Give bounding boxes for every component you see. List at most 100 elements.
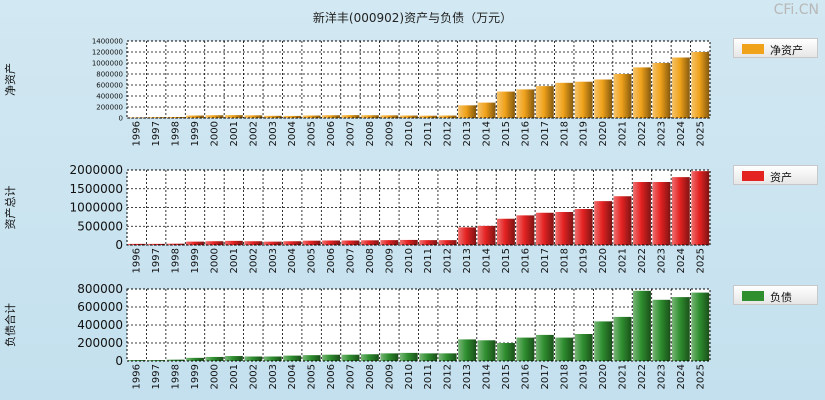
x-tick-label: 2013 <box>462 364 473 389</box>
x-tick-label: 2006 <box>326 364 337 389</box>
bar-assets-2016 <box>516 215 535 245</box>
y-tick-label: 600000 <box>77 300 123 314</box>
x-tick-label: 2003 <box>268 248 279 273</box>
x-tick-label: 2000 <box>209 364 220 389</box>
x-tick-label: 1996 <box>132 248 143 273</box>
bar-net-assets-2005 <box>302 115 321 118</box>
x-tick-label: 2018 <box>559 121 570 146</box>
x-tick-label: 2005 <box>307 364 318 389</box>
bar-liabilities-2009 <box>380 353 399 361</box>
bar-net-assets-2022 <box>633 67 651 118</box>
x-tick-label: 2012 <box>443 248 454 273</box>
y-tick-label: 500000 <box>77 219 123 233</box>
bar-assets-2024 <box>671 177 690 245</box>
y-tick-label: 1200000 <box>92 48 123 56</box>
x-tick-label: 2011 <box>423 248 434 273</box>
x-tick-label: 2005 <box>307 248 318 273</box>
x-tick-label: 2024 <box>676 364 687 389</box>
bar-net-assets-2008 <box>360 115 379 118</box>
bar-liabilities-2010 <box>399 352 418 361</box>
x-tick-label: 2004 <box>287 364 298 389</box>
bar-net-assets-2001 <box>224 115 243 118</box>
x-tick-label: 2002 <box>248 248 259 273</box>
x-tick-label: 2009 <box>384 121 395 146</box>
bar-assets-1996 <box>127 243 146 245</box>
x-tick-label: 2017 <box>540 248 551 273</box>
x-tick-label: 2004 <box>287 121 298 146</box>
x-tick-label: 2003 <box>268 121 279 146</box>
y-tick-label: 1400000 <box>92 37 123 45</box>
bar-net-assets-1999 <box>186 115 204 118</box>
bar-net-assets-2013 <box>458 105 477 118</box>
bar-liabilities-2022 <box>633 290 651 361</box>
x-tick-label: 2014 <box>482 121 493 146</box>
bar-liabilities-2012 <box>438 353 457 361</box>
x-tick-label: 2018 <box>559 364 570 389</box>
bar-net-assets-2003 <box>263 115 282 118</box>
bar-net-assets-2009 <box>380 115 399 118</box>
legend-net-assets: 净资产 <box>733 38 818 58</box>
x-tick-label: 2018 <box>559 248 570 273</box>
legend-label-liabilities: 负债 <box>770 291 792 304</box>
x-tick-label: 1997 <box>151 364 162 389</box>
bar-liabilities-2011 <box>419 353 438 361</box>
x-tick-label: 2001 <box>229 248 240 273</box>
y-axis-label-liabilities: 负债合计 <box>3 303 17 347</box>
legend-swatch-net-assets <box>742 44 764 54</box>
x-tick-label: 2022 <box>637 121 648 146</box>
bar-liabilities-2004 <box>283 355 302 361</box>
bar-liabilities-2025 <box>691 292 710 361</box>
bar-assets-2022 <box>633 182 651 245</box>
y-tick-label: 0 <box>115 238 123 252</box>
x-tick-label: 2024 <box>676 248 687 273</box>
x-tick-label: 1996 <box>132 121 143 146</box>
x-tick-label: 2006 <box>326 248 337 273</box>
bar-assets-2001 <box>224 240 243 245</box>
x-tick-label: 2008 <box>365 364 376 389</box>
chart-panel-net-assets: 0 200000 400000 600000 800000 1000000 1200000 1… <box>3 37 711 146</box>
bar-liabilities-2001 <box>224 356 243 361</box>
bar-assets-2002 <box>244 241 263 245</box>
bar-liabilities-2007 <box>341 354 360 361</box>
bar-net-assets-2010 <box>399 115 418 118</box>
x-tick-label: 1998 <box>171 248 182 273</box>
bar-assets-2007 <box>341 240 360 245</box>
x-tick-label: 2022 <box>637 364 648 389</box>
x-tick-label: 2022 <box>637 248 648 273</box>
y-tick-label: 600000 <box>96 81 123 89</box>
x-tick-label: 2023 <box>656 121 667 146</box>
x-tick-label: 2021 <box>618 121 629 146</box>
y-tick-label: 200000 <box>96 103 123 111</box>
legend-label-net-assets: 净资产 <box>770 44 803 57</box>
x-tick-label: 2000 <box>209 121 220 146</box>
bar-liabilities-2005 <box>302 355 321 361</box>
x-tick-label: 2012 <box>443 121 454 146</box>
bar-assets-2021 <box>613 196 632 245</box>
bar-net-assets-2021 <box>613 74 632 118</box>
bar-liabilities-1998 <box>166 359 185 361</box>
plot-frame <box>126 169 711 246</box>
bar-liabilities-2019 <box>574 334 593 361</box>
x-tick-label: 2021 <box>618 248 629 273</box>
x-tick-label: 2010 <box>404 248 415 273</box>
y-tick-label: 400000 <box>77 318 123 332</box>
x-tick-label: 2025 <box>695 121 706 146</box>
chart-title: 新洋丰(000902)资产与负债（万元） <box>312 11 513 25</box>
legend-label-assets: 资产 <box>770 171 792 184</box>
x-tick-label: 2011 <box>423 364 434 389</box>
y-tick-label: 1000000 <box>70 201 123 215</box>
x-tick-label: 2007 <box>345 364 356 389</box>
bar-net-assets-2020 <box>594 79 613 118</box>
bar-assets-2003 <box>263 241 282 245</box>
bar-assets-2019 <box>574 209 593 245</box>
x-tick-label: 2008 <box>365 248 376 273</box>
x-tick-label: 2015 <box>501 121 512 146</box>
x-tick-label: 2001 <box>229 121 240 146</box>
x-tick-label: 2007 <box>345 248 356 273</box>
y-tick-label: 800000 <box>77 282 123 296</box>
bar-assets-2023 <box>652 182 671 245</box>
x-tick-label: 1999 <box>190 364 201 389</box>
legend-liabilities: 负债 <box>733 285 818 305</box>
x-tick-label: 1998 <box>171 121 182 146</box>
bar-net-assets-1998 <box>166 117 185 118</box>
